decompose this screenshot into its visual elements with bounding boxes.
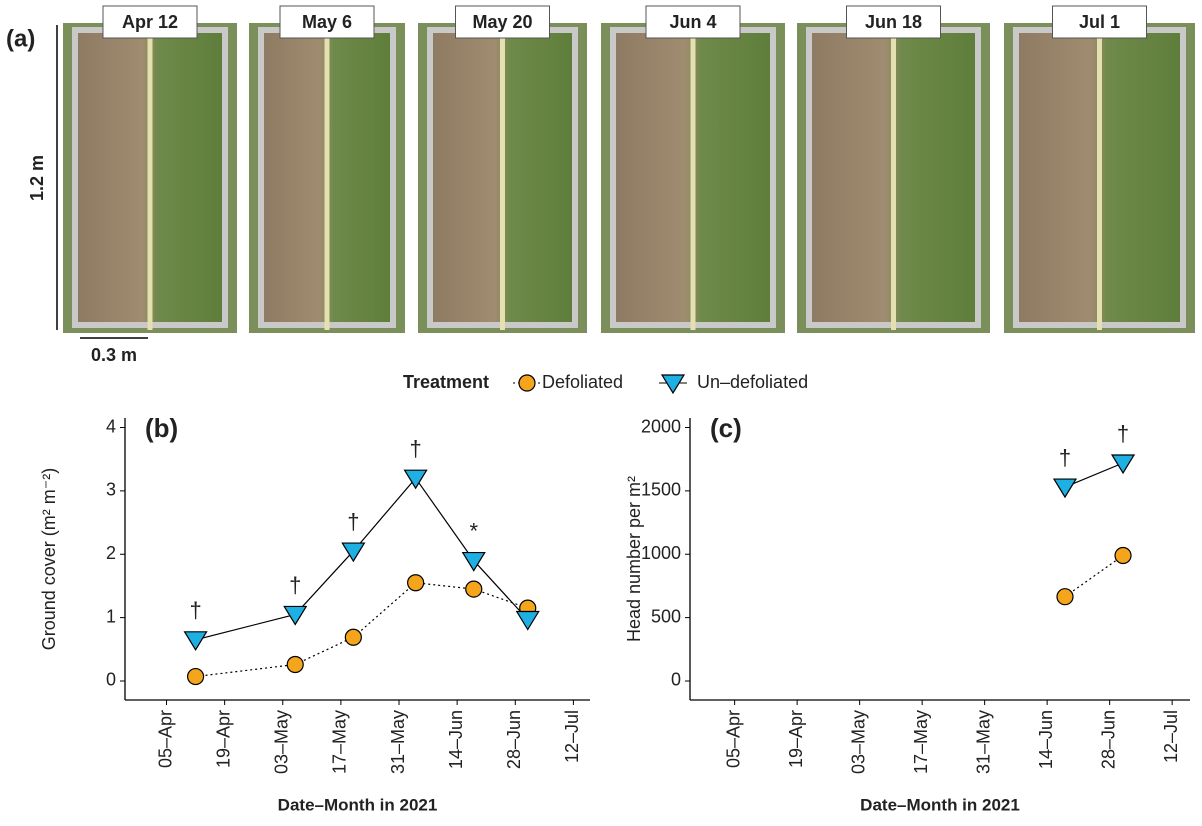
x-tick-label: 12–Jul xyxy=(562,710,582,763)
legend-label: Un–defoliated xyxy=(697,372,808,392)
x-tick-label: 17–May xyxy=(330,710,350,774)
x-tick-label: 19–Apr xyxy=(213,710,233,768)
page: (a) Apr 12 May 6 May 20 Jun 4 Jun 18 Jul 1 1.… xyxy=(0,0,1202,826)
x-tick-label: 12–Jul xyxy=(1161,710,1181,763)
data-point xyxy=(1057,589,1073,605)
date-label: Jun 4 xyxy=(669,12,716,32)
x-tick-label: 31–May xyxy=(973,710,993,774)
panel-label: (b) xyxy=(145,413,178,443)
x-tick-label: 14–Jun xyxy=(1036,710,1056,769)
x-tick-label: 03–May xyxy=(848,710,868,774)
y-tick-label: 1000 xyxy=(641,543,681,563)
data-point xyxy=(345,629,361,645)
data-point xyxy=(287,657,303,673)
significance-mark: † xyxy=(1059,445,1071,470)
x-tick-label: 31–May xyxy=(388,710,408,774)
data-point xyxy=(466,581,482,597)
series-line xyxy=(196,583,528,677)
date-label: Apr 12 xyxy=(122,12,178,32)
date-label: May 6 xyxy=(302,12,352,32)
y-tick-label: 4 xyxy=(106,416,116,436)
significance-mark: † xyxy=(347,509,359,534)
data-point xyxy=(342,543,364,561)
panel-label: (a) xyxy=(6,25,35,52)
significance-mark: † xyxy=(189,598,201,623)
x-tick-label: 14–Jun xyxy=(446,710,466,769)
x-tick-label: 28–Jun xyxy=(1098,710,1118,769)
y-axis-title: Ground cover (m² m⁻²) xyxy=(39,468,59,651)
x-axis-title: Date–Month in 2021 xyxy=(860,795,1020,814)
significance-mark: † xyxy=(410,436,422,461)
y-tick-label: 2 xyxy=(106,543,116,563)
x-tick-label: 05–Apr xyxy=(723,710,743,768)
y-tick-label: 500 xyxy=(651,606,681,626)
date-label: May 20 xyxy=(472,12,532,32)
scale-label: 1.2 m xyxy=(27,155,47,201)
date-label: Jul 1 xyxy=(1079,12,1120,32)
legend-label: Defoliated xyxy=(542,372,623,392)
y-tick-label: 1500 xyxy=(641,480,681,500)
data-point xyxy=(284,606,306,624)
legend-title: Treatment xyxy=(403,372,489,392)
significance-mark: * xyxy=(469,518,478,543)
data-point xyxy=(405,470,427,488)
y-axis-title: Head number per m² xyxy=(624,476,644,642)
x-tick-label: 05–Apr xyxy=(155,710,175,768)
x-tick-label: 19–Apr xyxy=(786,710,806,768)
photo-row: Apr 12 May 6 May 20 Jun 4 Jun 18 Jul 1 xyxy=(63,6,1195,333)
y-tick-label: 0 xyxy=(106,670,116,690)
x-tick-label: 28–Jun xyxy=(504,710,524,769)
y-tick-label: 0 xyxy=(671,670,681,690)
data-point xyxy=(188,669,204,685)
figure: (a) Apr 12 May 6 May 20 Jun 4 Jun 18 Jul 1 1.… xyxy=(0,0,1202,821)
data-point xyxy=(463,553,485,571)
data-point xyxy=(1054,479,1076,497)
data-point xyxy=(1112,455,1134,473)
data-point xyxy=(408,575,424,591)
y-tick-label: 1 xyxy=(106,606,116,626)
significance-mark: † xyxy=(1117,421,1129,446)
x-axis-title: Date–Month in 2021 xyxy=(278,795,438,814)
series-line xyxy=(1065,556,1123,597)
legend-marker xyxy=(662,375,684,393)
y-tick-label: 2000 xyxy=(641,416,681,436)
y-tick-label: 3 xyxy=(106,480,116,500)
data-point xyxy=(185,632,207,650)
data-point xyxy=(1115,548,1131,564)
scale-label: 0.3 m xyxy=(91,345,137,365)
legend: Treatment Defoliated Un–defoliated xyxy=(403,372,808,392)
significance-mark: † xyxy=(289,572,301,597)
x-tick-label: 03–May xyxy=(272,710,292,774)
panel-label: (c) xyxy=(710,413,742,443)
date-label: Jun 18 xyxy=(865,12,922,32)
x-tick-label: 17–May xyxy=(911,710,931,774)
data-point xyxy=(517,612,539,630)
legend-marker xyxy=(519,375,535,391)
